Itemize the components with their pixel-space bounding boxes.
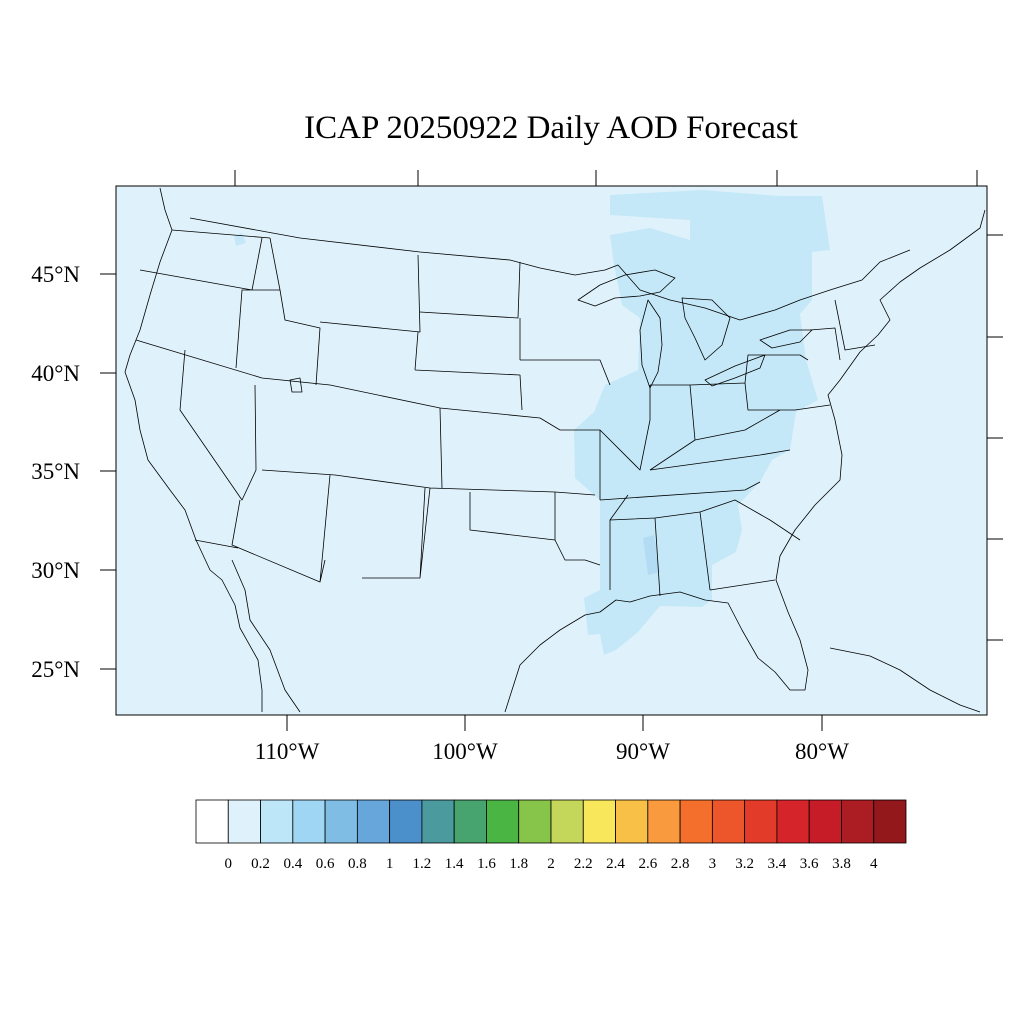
colorbar-label: 2.6: [638, 856, 657, 872]
state-lines-west: [135, 229, 596, 583]
colorbar-box: [453, 799, 487, 844]
state-lines-east: [599, 299, 876, 597]
colorbar-box: [550, 799, 584, 844]
colorbar-label: 3: [709, 856, 717, 872]
colorbar-box: [582, 799, 616, 844]
colorbar-label: 3.6: [800, 856, 819, 872]
colorbar-labels: 0 0.2 0.4 0.6 0.8 1 1.2 1.4 1.6 1.8 2 2.2 2.4 2.6 2.8 3…: [225, 856, 878, 872]
colorbar-label: 1.8: [509, 856, 528, 872]
aod-region-east: [574, 190, 830, 655]
lon-labels: 110°W 100°W 90°W 80°W: [255, 739, 850, 764]
map-title: ICAP 20250922 Daily AOD Forecast: [304, 110, 798, 146]
colorbar-label: 0: [225, 856, 233, 872]
top-ticks: [234, 170, 978, 186]
colorbar-box: [389, 799, 423, 844]
boundaries: [124, 187, 986, 713]
map-background: [116, 186, 987, 715]
colorbar-box: [421, 799, 455, 844]
lat-label: 25°N: [31, 657, 80, 682]
colorbar-box: [260, 799, 294, 844]
elevated-aod-regions: [234, 190, 830, 655]
colorbar-label: 0.8: [348, 856, 367, 872]
lake-michigan: [639, 299, 663, 389]
lon-label: 80°W: [795, 739, 849, 764]
colorbar-box: [615, 799, 649, 844]
canada-border: [189, 217, 911, 321]
colorbar-box: [195, 799, 229, 844]
colorbar-label: 2.2: [574, 856, 593, 872]
lat-label: 45°N: [31, 262, 80, 287]
cuba: [829, 647, 981, 713]
aod-spot-mississippi: [643, 535, 660, 575]
colorbar-box: [227, 799, 261, 844]
lon-label: 100°W: [432, 739, 498, 764]
colorbar-label: 4: [870, 856, 878, 872]
colorbar-label: 1: [386, 856, 394, 872]
colorbar-label: 2: [547, 856, 555, 872]
lake-superior: [577, 269, 676, 307]
lake-huron: [681, 297, 731, 361]
lat-label: 30°N: [31, 558, 80, 583]
lon-label: 90°W: [616, 739, 670, 764]
aod-region-northwest: [234, 233, 246, 246]
bottom-ticks: [286, 715, 823, 731]
lat-label: 35°N: [31, 459, 80, 484]
colorbar-label: 3.8: [832, 856, 851, 872]
colorbar-label: 1.2: [413, 856, 432, 872]
baja-coast: [231, 559, 301, 713]
colorbar-box: [647, 799, 681, 844]
left-ticks: [100, 273, 116, 670]
colorbar: [195, 799, 907, 844]
colorbar-box: [776, 799, 810, 844]
colorbar-box: [841, 799, 875, 844]
colorbar-box: [873, 799, 907, 844]
lake-erie: [704, 354, 766, 387]
great-salt-lake: [289, 377, 303, 393]
colorbar-box: [518, 799, 552, 844]
lat-label: 40°N: [31, 361, 80, 386]
colorbar-box: [292, 799, 326, 844]
colorbar-label: 2.4: [606, 856, 625, 872]
colorbar-box: [324, 799, 358, 844]
colorbar-box: [486, 799, 520, 844]
colorbar-label: 0.2: [251, 856, 270, 872]
colorbar-box: [356, 799, 391, 844]
colorbar-box: [679, 799, 713, 844]
colorbar-label: 1.6: [477, 856, 496, 872]
colorbar-label: 3.2: [735, 856, 754, 872]
lake-ontario: [759, 329, 813, 349]
map-frame: [115, 185, 988, 716]
gulf-coast: [504, 555, 809, 713]
colorbar-label: 0.6: [316, 856, 335, 872]
state-lines-central: [269, 237, 611, 566]
colorbar-box: [808, 799, 842, 844]
higher-aod-spot: [643, 535, 660, 575]
right-ticks: [987, 234, 1003, 641]
colorbar-box: [744, 799, 778, 844]
lon-label: 110°W: [255, 739, 320, 764]
lat-labels: 45°N 40°N 35°N 30°N 25°N: [31, 262, 80, 682]
colorbar-label: 0.4: [283, 856, 302, 872]
colorbar-label: 3.4: [768, 856, 787, 872]
colorbar-box: [711, 799, 746, 844]
colorbar-label: 1.4: [445, 856, 464, 872]
colorbar-label: 2.8: [671, 856, 690, 872]
atlantic-coast: [779, 209, 986, 557]
